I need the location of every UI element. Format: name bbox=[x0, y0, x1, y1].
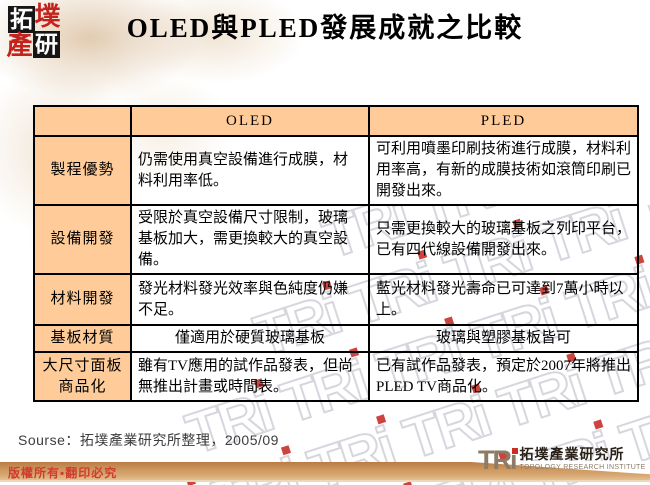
org-name-en: TOPOLOGY RESEARCH INSTITUTE bbox=[519, 464, 646, 471]
column-header-oled: OLED bbox=[130, 105, 370, 137]
table-row: 製程優勢 仍需使用真空設備進行成膜，材料利用率低。 可利用噴墨印刷技術進行成膜，… bbox=[33, 135, 639, 206]
corner-logo-char: 墣 bbox=[34, 2, 61, 31]
oled-cell: 仍需使用真空設備進行成膜，材料利用率低。 bbox=[130, 135, 370, 206]
pled-cell: 已有試作品發表，預定於2007年將推出PLED TV商品化。 bbox=[368, 351, 639, 402]
table-row: 大尺寸面板商品化 雖有TV應用的試作品發表，但尚無推出計畫或時間表。 已有試作品… bbox=[33, 351, 639, 402]
row-label: 基板材質 bbox=[33, 324, 132, 353]
oled-cell: 發光材料發光效率與色純度仍嫌不足。 bbox=[130, 273, 370, 326]
source-note: Sourse：拓墣產業研究所整理，2005/09 bbox=[18, 432, 279, 448]
column-header-pled: PLED bbox=[368, 105, 639, 137]
header-row: OLED PLED bbox=[33, 105, 639, 137]
tri-letters: TR ı bbox=[478, 445, 518, 475]
table-row: 基板材質 僅適用於硬質玻璃基板 玻璃與塑膠基板皆可 bbox=[33, 324, 639, 353]
pled-cell: 可利用噴墨印刷技術進行成膜，材料利用率高，有新的成膜技術如滾筒印刷已開發出來。 bbox=[368, 135, 639, 206]
org-name-zh: 拓墣產業研究所 bbox=[519, 448, 625, 463]
tri-org-names: 拓墣產業研究所 TOPOLOGY RESEARCH INSTITUTE bbox=[520, 447, 646, 472]
oled-cell: 雖有TV應用的試作品發表，但尚無推出計畫或時間表。 bbox=[130, 351, 370, 402]
corner-logo-char: 研 bbox=[33, 31, 60, 58]
table-row: 設備開發 受限於真空設備尺寸限制，玻璃基板加大，需更換較大的真空設備。 只需更換… bbox=[33, 204, 639, 275]
row-label: 設備開發 bbox=[33, 204, 132, 275]
corner-logo-char: 產 bbox=[6, 31, 33, 60]
comparison-table: OLED PLED 製程優勢 仍需使用真空設備進行成膜，材料利用率低。 可利用噴… bbox=[33, 105, 639, 402]
corner-logo-char: 拓 bbox=[8, 6, 35, 33]
page-title: OLED與PLED發展成就之比較 bbox=[126, 13, 524, 43]
pled-cell: 藍光材料發光壽命已可達到7萬小時以上。 bbox=[368, 273, 639, 326]
oled-cell: 受限於真空設備尺寸限制，玻璃基板加大，需更換較大的真空設備。 bbox=[130, 204, 370, 275]
pled-cell: 玻璃與塑膠基板皆可 bbox=[368, 324, 639, 353]
table-row: 材料開發 發光材料發光效率與色純度仍嫌不足。 藍光材料發光壽命已可達到7萬小時以… bbox=[33, 273, 639, 326]
tri-logo-dot bbox=[512, 448, 518, 454]
copyright-notice: 版權所有▪翻印必究 bbox=[8, 466, 118, 480]
row-label: 大尺寸面板商品化 bbox=[33, 351, 132, 402]
row-label: 材料開發 bbox=[33, 273, 132, 326]
row-label: 製程優勢 bbox=[33, 135, 132, 206]
tri-footer-logo: TR ı 拓墣產業研究所 TOPOLOGY RESEARCH INSTITUTE bbox=[478, 447, 646, 474]
tri-tr: TR bbox=[478, 445, 512, 475]
pled-cell: 只需更換較大的玻璃基板之列印平台，已有四代線設備開發出來。 bbox=[368, 204, 639, 275]
topology-corner-logo: 拓 墣 產 研 bbox=[6, 3, 64, 61]
oled-cell: 僅適用於硬質玻璃基板 bbox=[130, 324, 370, 353]
corner-cell bbox=[33, 105, 132, 137]
